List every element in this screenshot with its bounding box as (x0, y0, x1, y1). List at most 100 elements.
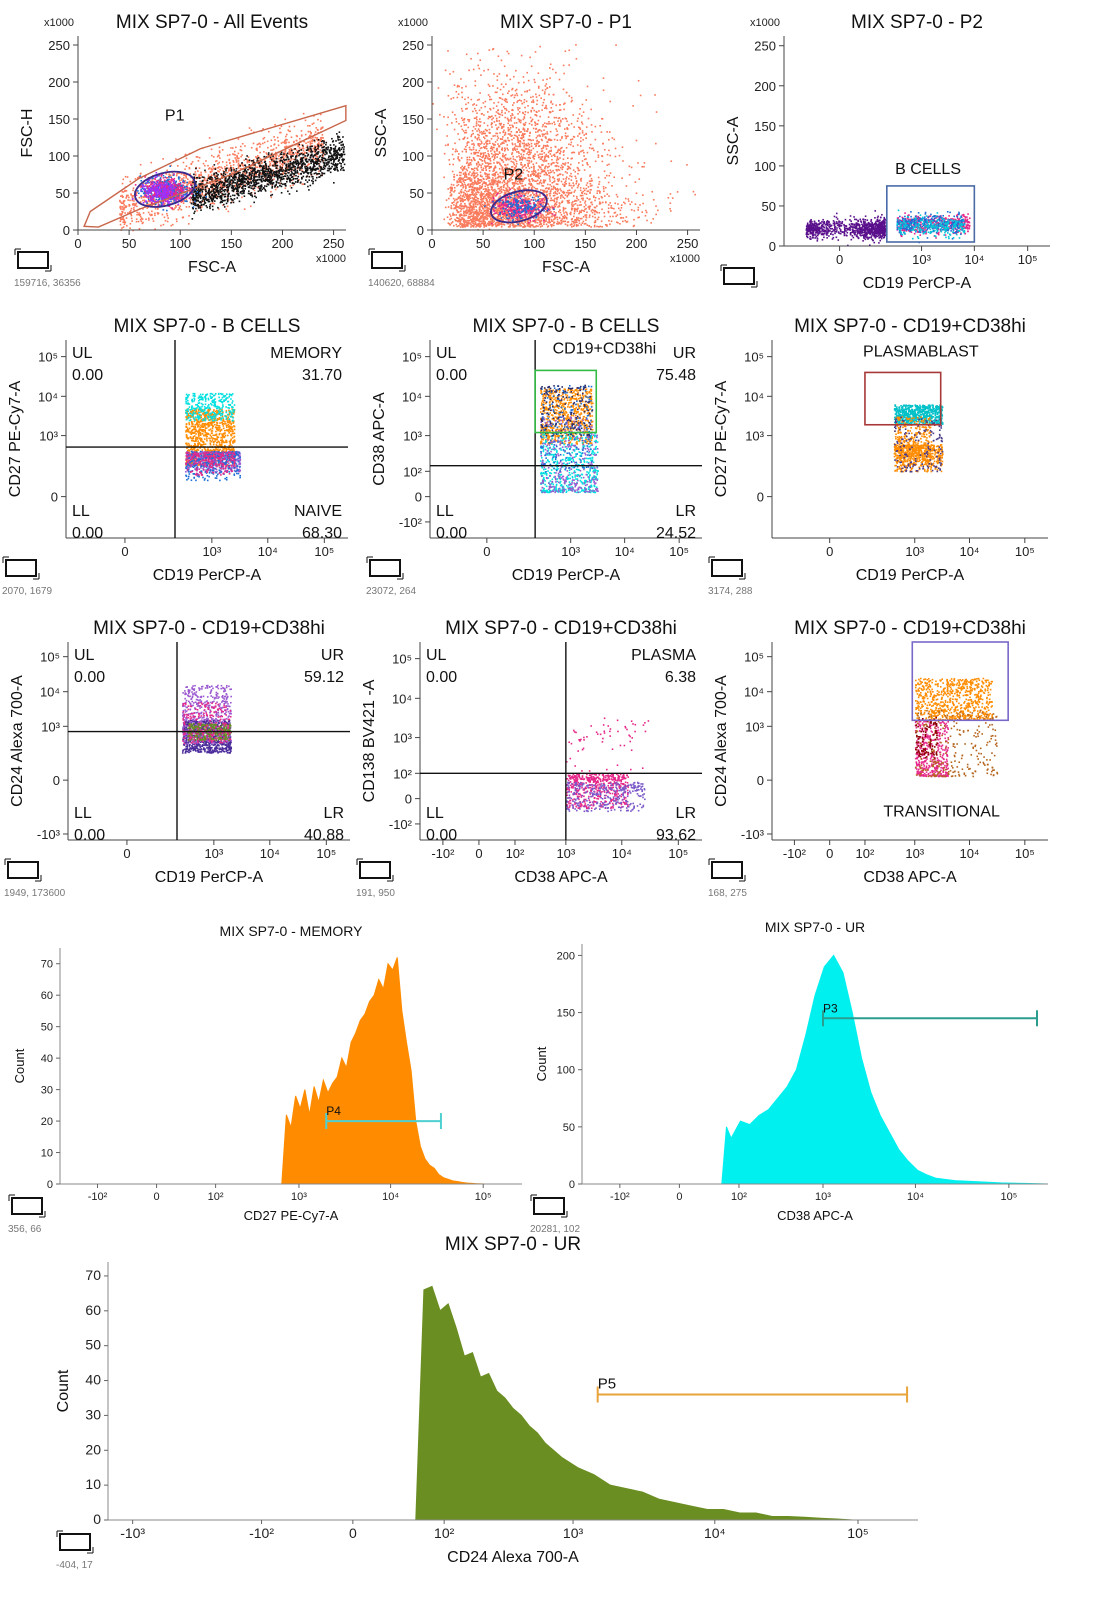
event-point (195, 156, 198, 158)
event-point (299, 158, 302, 161)
event-point (289, 152, 291, 155)
event-point (125, 206, 127, 208)
event-point (196, 176, 199, 179)
event-point (310, 135, 312, 137)
event-point (249, 184, 251, 187)
event-point (236, 157, 238, 159)
event-point (335, 156, 338, 159)
event-point (252, 188, 254, 190)
event-point (306, 155, 309, 157)
event-point (296, 167, 299, 169)
event-point (130, 214, 133, 217)
event-point (332, 140, 335, 142)
event-point (180, 208, 183, 211)
event-point (272, 160, 274, 162)
event-point (321, 126, 324, 128)
event-point (270, 174, 272, 177)
event-point (122, 221, 124, 224)
event-point (119, 206, 122, 208)
event-point (265, 152, 268, 154)
event-point (139, 172, 142, 175)
event-point (142, 212, 145, 214)
event-point (313, 145, 316, 147)
event-point (230, 165, 232, 167)
event-point (276, 171, 278, 174)
event-point (214, 160, 217, 163)
event-point (200, 206, 202, 208)
event-point (199, 197, 202, 200)
event-point (206, 192, 209, 194)
event-point (185, 181, 187, 184)
event-point (139, 215, 142, 218)
event-point (305, 157, 308, 160)
event-point (259, 146, 261, 148)
event-point (224, 171, 227, 174)
event-point (262, 137, 265, 140)
event-point (211, 188, 213, 190)
event-point (201, 200, 204, 202)
event-point (317, 173, 319, 175)
event-point (282, 155, 285, 158)
event-point (162, 158, 164, 160)
event-point (281, 170, 284, 173)
event-point (294, 177, 297, 180)
event-point (262, 170, 264, 173)
event-point (136, 205, 138, 208)
event-point (319, 160, 322, 163)
event-point (299, 169, 301, 171)
event-point (203, 194, 206, 197)
event-point (239, 167, 242, 170)
event-point (154, 207, 157, 210)
event-point (307, 148, 309, 150)
event-point (179, 176, 181, 179)
event-point (245, 170, 247, 172)
event-point (197, 187, 200, 189)
event-point (296, 149, 298, 152)
event-point (333, 168, 335, 170)
event-point (260, 175, 263, 178)
event-point (250, 187, 253, 189)
event-point (279, 164, 281, 167)
event-point (306, 144, 309, 147)
event-point (319, 144, 321, 147)
event-point (192, 181, 194, 184)
event-point (250, 192, 253, 194)
event-point (227, 210, 230, 213)
event-point (294, 148, 296, 150)
event-point (178, 184, 181, 187)
event-point (207, 175, 210, 178)
event-point (340, 162, 342, 165)
event-point (264, 173, 267, 176)
event-point (240, 175, 242, 178)
event-point (264, 170, 267, 173)
event-point (175, 206, 177, 208)
event-point (309, 142, 312, 144)
event-point (279, 182, 281, 185)
event-point (294, 161, 297, 164)
event-point (239, 178, 241, 181)
event-point (242, 187, 244, 190)
event-point (316, 128, 319, 131)
event-point (314, 131, 317, 133)
event-point (208, 189, 211, 191)
event-point (305, 171, 307, 173)
event-point (207, 168, 210, 170)
event-point (168, 174, 171, 177)
event-point (233, 153, 235, 156)
event-point (210, 167, 213, 170)
event-point (199, 190, 201, 193)
event-point (333, 164, 336, 166)
event-point (212, 208, 214, 211)
event-point (218, 193, 220, 196)
event-point (182, 177, 185, 179)
event-point (328, 165, 331, 167)
event-point (325, 151, 327, 154)
event-point (285, 165, 288, 167)
event-point (273, 163, 276, 165)
event-point (263, 173, 266, 175)
event-point (250, 177, 253, 180)
event-point (194, 204, 196, 206)
event-point (327, 167, 329, 170)
event-point (292, 164, 295, 167)
event-point (280, 177, 283, 179)
